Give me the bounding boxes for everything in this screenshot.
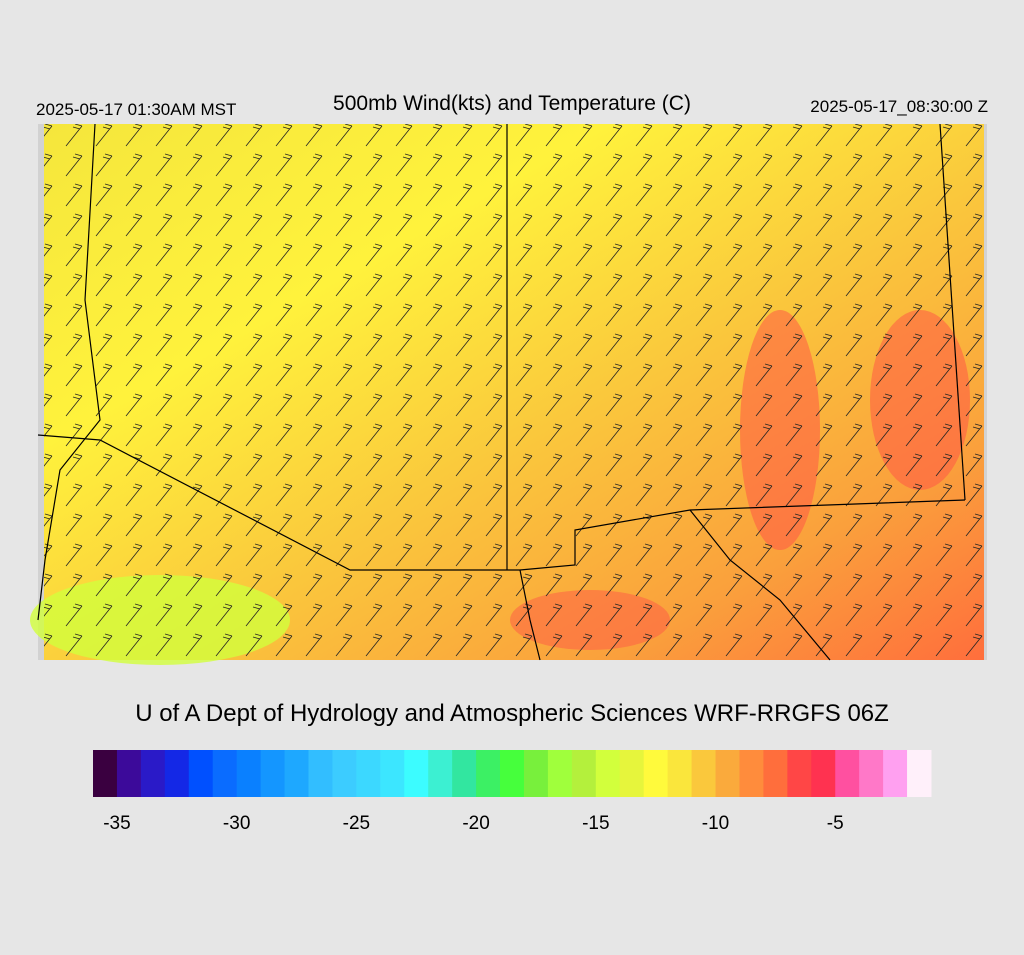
colorbar-tick-label: -15 bbox=[582, 813, 609, 834]
colorbar-segment bbox=[691, 750, 717, 797]
colorbar-segment bbox=[595, 750, 621, 797]
colorbar-segment bbox=[667, 750, 693, 797]
state-borders bbox=[37, 123, 966, 661]
colorbar-segment bbox=[619, 750, 645, 797]
colorbar-segment bbox=[404, 750, 429, 797]
colorbar-segment bbox=[93, 750, 118, 797]
colorbar-segment bbox=[571, 750, 597, 797]
colorbar-segment bbox=[715, 750, 740, 797]
credit: U of A Dept of Hydrology and Atmospheric… bbox=[135, 700, 889, 727]
colorbar-segment bbox=[907, 750, 932, 797]
utc-time: 2025-05-17_08:30:00 Z bbox=[810, 97, 988, 116]
colorbar-segment bbox=[500, 750, 525, 797]
colorbar-tick-label: -20 bbox=[462, 813, 489, 834]
local-time: 2025-05-17 01:30AM MST bbox=[36, 100, 236, 119]
colorbar-segment bbox=[643, 750, 669, 797]
colorbar-segment bbox=[763, 750, 788, 797]
colorbar: -35 -30 -25 -20 -15 -10 -5 bbox=[93, 750, 932, 834]
colorbar-tick-label: -5 bbox=[827, 813, 844, 834]
colorbar-segment bbox=[452, 750, 477, 797]
colorbar-segment bbox=[787, 750, 812, 797]
colorbar-segment bbox=[859, 750, 884, 797]
colorbar-tick-label: -35 bbox=[103, 813, 130, 834]
colorbar-tick-label: -10 bbox=[702, 813, 729, 834]
colorbar-segment bbox=[308, 750, 333, 797]
colorbar-tick-label: -25 bbox=[343, 813, 370, 834]
colorbar-segment bbox=[284, 750, 309, 797]
colorbar-segment bbox=[260, 750, 286, 797]
wind-barbs bbox=[44, 124, 984, 660]
colorbar-segment bbox=[236, 750, 262, 797]
map bbox=[30, 123, 987, 665]
colorbar-segment bbox=[332, 750, 357, 797]
colorbar-segment bbox=[883, 750, 908, 797]
colorbar-segment bbox=[523, 750, 549, 797]
colorbar-segment bbox=[116, 750, 142, 797]
colorbar-segment bbox=[476, 750, 501, 797]
colorbar-segment bbox=[811, 750, 836, 797]
colorbar-segment bbox=[835, 750, 860, 797]
colorbar-segment bbox=[428, 750, 453, 797]
map-title: 500mb Wind(kts) and Temperature (C) bbox=[333, 92, 691, 115]
colorbar-segment bbox=[380, 750, 405, 797]
colorbar-segment bbox=[356, 750, 381, 797]
colorbar-segment bbox=[739, 750, 764, 797]
colorbar-segment bbox=[547, 750, 573, 797]
colorbar-segment bbox=[188, 750, 214, 797]
colorbar-segment bbox=[212, 750, 238, 797]
colorbar-segment bbox=[164, 750, 190, 797]
colorbar-tick-label: -30 bbox=[223, 813, 250, 834]
colorbar-segment bbox=[140, 750, 166, 797]
